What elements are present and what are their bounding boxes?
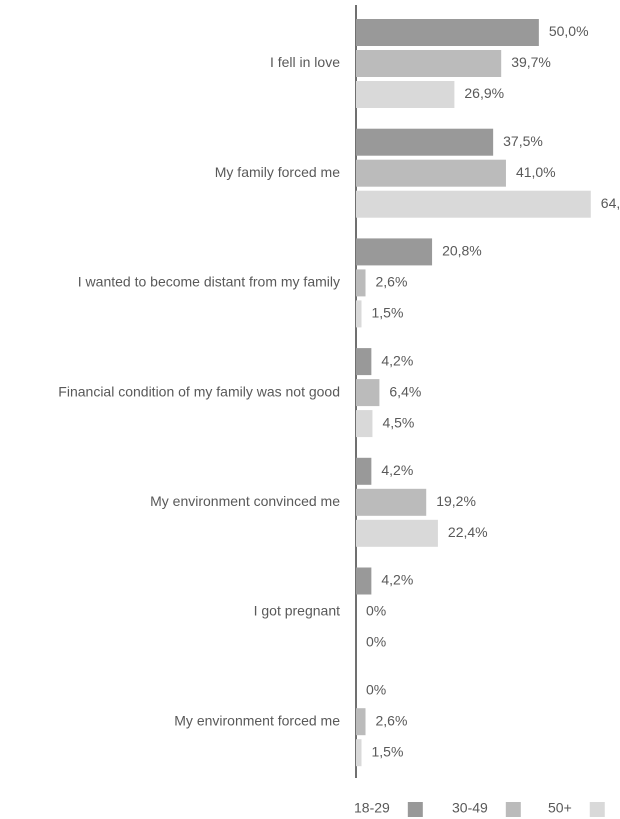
legend-swatch — [505, 802, 521, 817]
data-label: 1,5% — [371, 743, 403, 759]
bar — [356, 488, 427, 516]
data-label: 0% — [366, 681, 386, 697]
data-label: 4,2% — [381, 572, 413, 588]
data-label: 19,2% — [436, 493, 476, 509]
data-label: 64,2% — [601, 195, 620, 211]
data-label: 4,2% — [381, 352, 413, 368]
data-label: 39,7% — [511, 54, 551, 70]
legend-swatch — [407, 802, 423, 817]
bar — [356, 739, 362, 767]
bar — [356, 238, 433, 266]
category-label: Financial condition of my family was not… — [58, 383, 340, 399]
bar — [356, 190, 591, 218]
bar — [356, 708, 366, 736]
data-label: 22,4% — [448, 524, 488, 540]
category-label: I wanted to become distant from my famil… — [78, 274, 340, 290]
bar — [356, 269, 366, 297]
category-label: My environment convinced me — [150, 493, 340, 509]
bar — [356, 159, 506, 187]
legend-label: 30-49 — [452, 800, 488, 816]
data-label: 6,4% — [389, 383, 421, 399]
data-label: 1,5% — [371, 305, 403, 321]
category-label: My environment forced me — [174, 712, 340, 728]
legend-swatch — [589, 802, 605, 817]
bar — [356, 19, 539, 46]
data-label: 4,2% — [381, 462, 413, 478]
data-label: 2,6% — [376, 712, 408, 728]
bar — [356, 457, 372, 485]
category-label: I fell in love — [270, 54, 340, 70]
bar — [356, 81, 455, 108]
bar — [356, 379, 380, 407]
legend-label: 18-29 — [354, 800, 390, 816]
data-label: 50,0% — [549, 23, 589, 39]
data-label: 4,5% — [382, 414, 414, 430]
data-label: 20,8% — [442, 243, 482, 259]
data-label: 0% — [366, 603, 386, 619]
bar — [356, 519, 438, 547]
bar — [356, 410, 373, 438]
bar — [356, 348, 372, 376]
data-label: 0% — [366, 634, 386, 650]
data-label: 2,6% — [376, 274, 408, 290]
data-label: 37,5% — [503, 133, 543, 149]
data-label: 26,9% — [464, 85, 504, 101]
category-label: My family forced me — [215, 164, 340, 180]
legend-label: 50+ — [548, 800, 572, 816]
bar — [356, 567, 372, 595]
bar — [356, 300, 362, 328]
bar — [356, 128, 494, 156]
bar — [356, 50, 502, 77]
data-label: 41,0% — [516, 164, 556, 180]
category-label: I got pregnant — [254, 603, 341, 619]
